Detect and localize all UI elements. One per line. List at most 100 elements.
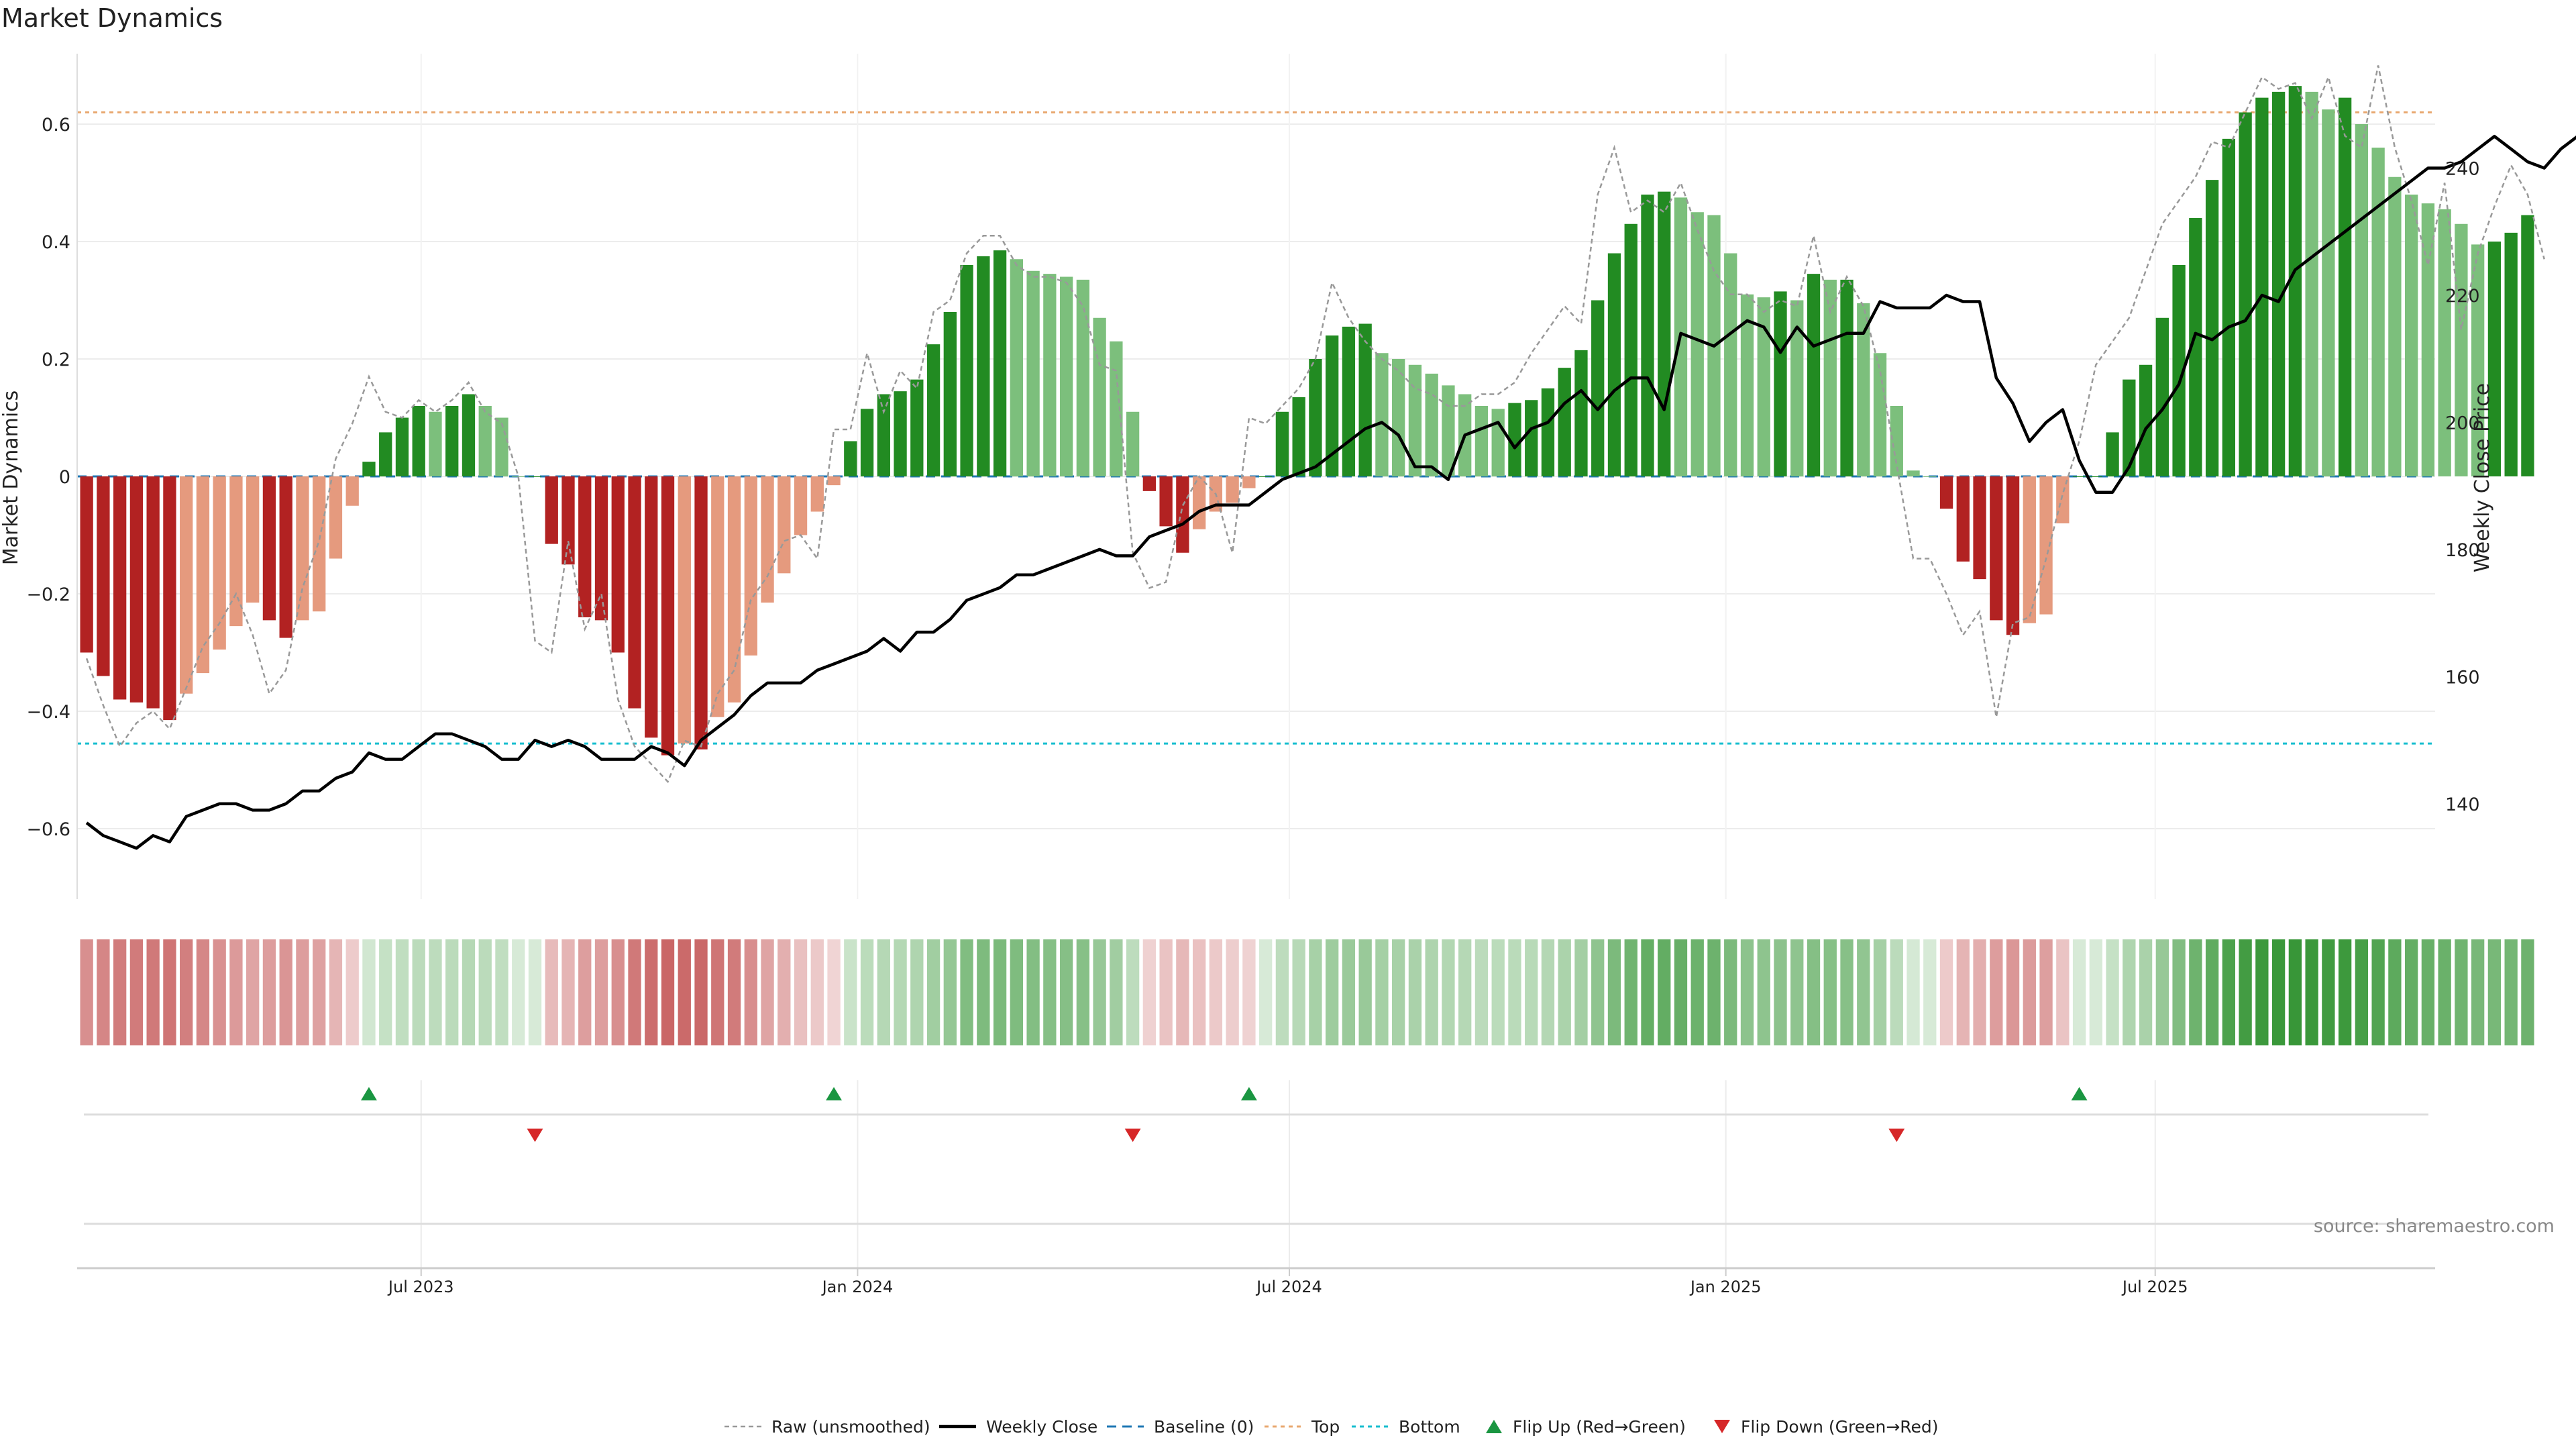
heat-cell — [379, 939, 392, 1045]
heat-cell — [2322, 939, 2335, 1045]
heat-cell — [146, 939, 160, 1045]
dynamics-bar — [545, 476, 558, 544]
dynamics-bar — [2255, 97, 2269, 476]
dynamics-bar — [1425, 373, 1438, 476]
dynamics-bar — [1474, 406, 1489, 476]
heat-cell — [2222, 939, 2236, 1045]
heat-cell — [1857, 939, 1870, 1045]
heat-cell — [1226, 939, 1239, 1045]
heat-cell — [1674, 939, 1688, 1045]
dynamics-bar — [528, 476, 542, 477]
flip-up-marker — [2071, 1087, 2088, 1100]
legend: Raw (unsmoothed) Weekly Close Baseline (0)… — [724, 1417, 1939, 1437]
dynamics-bar — [926, 344, 941, 476]
heat-cell — [794, 939, 808, 1045]
dynamics-bar — [1956, 476, 1970, 562]
dynamics-bar — [1442, 385, 1455, 476]
dynamics-bar — [2072, 476, 2086, 477]
dynamics-bar — [1010, 259, 1023, 476]
dynamics-bar — [478, 406, 492, 476]
dynamics-bar — [1176, 476, 1189, 553]
heat-cell — [661, 939, 675, 1045]
heat-cell — [1840, 939, 1854, 1045]
heat-cell — [1658, 939, 1671, 1045]
heat-cell — [345, 939, 359, 1045]
dynamics-bar — [744, 476, 757, 656]
dynamics-bar — [1342, 326, 1356, 476]
dynamics-bar — [594, 476, 608, 621]
heat-cell — [113, 939, 127, 1045]
dynamics-bar — [113, 476, 127, 700]
dynamics-bar — [296, 476, 309, 621]
dynamics-bar — [146, 476, 160, 709]
dynamics-bar — [329, 476, 343, 559]
dynamics-bar — [894, 391, 907, 476]
dynamics-bar — [1790, 300, 1804, 476]
dynamics-bar — [1990, 476, 2003, 621]
dynamics-bar — [2123, 379, 2136, 476]
heat-cell — [977, 939, 990, 1045]
heat-cell — [1724, 939, 1737, 1045]
heat-cell — [1358, 939, 1372, 1045]
dynamics-bar — [2371, 148, 2385, 476]
dynamics-bar — [1408, 364, 1422, 476]
dynamics-bar — [1093, 317, 1106, 476]
flip-down-marker — [527, 1129, 543, 1142]
dynamics-bar — [1126, 411, 1140, 476]
heat-cell — [229, 939, 243, 1045]
heat-cell — [1142, 939, 1157, 1045]
heat-cell — [2239, 939, 2252, 1045]
dynamics-bar — [1641, 195, 1654, 476]
dynamics-bar — [678, 476, 691, 744]
y-tick-label: 0.2 — [42, 350, 70, 370]
dynamics-bar — [727, 476, 741, 703]
heat-cell — [1326, 939, 1339, 1045]
heat-cell — [2338, 939, 2352, 1045]
dynamics-bar — [1973, 476, 1986, 580]
dynamics-bar — [2089, 476, 2102, 477]
dynamics-bar — [645, 476, 658, 738]
heat-cell — [1491, 939, 1505, 1045]
heat-cell — [545, 939, 558, 1045]
heat-cell — [412, 939, 425, 1045]
dynamics-bar — [2421, 203, 2435, 476]
dynamics-bars — [80, 86, 2534, 756]
heat-cell — [2123, 939, 2136, 1045]
dynamics-bar — [761, 476, 774, 603]
x-tick-label: Jul 2024 — [1255, 1278, 1322, 1296]
dynamics-bar — [1923, 476, 1937, 477]
source-label: source: sharemaestro.com — [2314, 1216, 2555, 1237]
dynamics-bar — [262, 476, 276, 621]
heat-cell — [1425, 939, 1438, 1045]
heat-cell — [362, 939, 376, 1045]
dynamics-bar — [213, 476, 226, 650]
heat-cell — [2455, 939, 2468, 1045]
dynamics-bar — [2239, 112, 2252, 476]
dynamics-bar — [379, 432, 392, 476]
dynamics-bar — [777, 476, 791, 574]
raw-line — [85, 65, 2545, 784]
heat-cell — [1707, 939, 1721, 1045]
heat-cell — [1375, 939, 1389, 1045]
dynamics-bar — [462, 394, 476, 476]
heat-cell — [1093, 939, 1106, 1045]
dynamics-bar — [977, 256, 990, 476]
dynamics-bar — [561, 476, 575, 565]
heat-cell — [1309, 939, 1322, 1045]
heat-cell — [2355, 939, 2369, 1045]
series-lines — [85, 65, 2576, 850]
dynamics-bar — [2355, 124, 2369, 476]
dynamics-bar — [1076, 279, 1090, 476]
heat-cell — [943, 939, 957, 1045]
heat-cell — [528, 939, 542, 1045]
dynamics-bar — [827, 476, 841, 486]
y-axis-label: Market Dynamics — [0, 391, 23, 566]
heat-cell — [1541, 939, 1555, 1045]
heat-cell — [1740, 939, 1754, 1045]
dynamics-bar — [2139, 364, 2153, 476]
dynamics-bar — [1823, 279, 1837, 476]
dynamics-bar — [860, 409, 874, 476]
heat-cell — [744, 939, 757, 1045]
